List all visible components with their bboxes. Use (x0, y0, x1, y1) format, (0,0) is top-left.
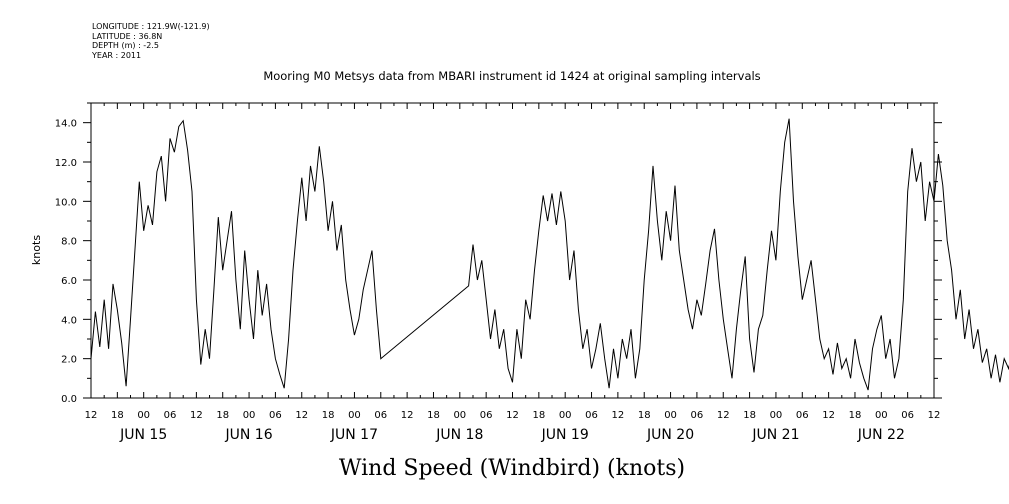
x-date-label: JUN 17 (330, 427, 378, 443)
x-hour-label: 18 (427, 410, 440, 421)
y-tick-label: 12.0 (55, 158, 77, 169)
x-hour-label: 18 (322, 410, 335, 421)
x-hour-label: 00 (348, 410, 361, 421)
chart-title: Mooring M0 Metsys data from MBARI instru… (263, 69, 760, 83)
depth-text: DEPTH (m) : -2.5 (92, 41, 159, 50)
x-hour-label: 06 (691, 410, 704, 421)
y-tick-label: 10.0 (55, 197, 77, 208)
x-hour-label: 18 (216, 410, 229, 421)
x-hour-label: 18 (849, 410, 862, 421)
x-date-label: JUN 15 (119, 427, 167, 443)
x-date-label: JUN 18 (435, 427, 483, 443)
x-hour-label: 00 (243, 410, 256, 421)
y-tick-labels: 0.0 2.0 4.0 6.0 8.0 10.0 12.0 14.0 (55, 119, 77, 405)
x-hour-label: 00 (137, 410, 150, 421)
x-hour-label: 12 (190, 410, 203, 421)
y-axis-label: knots (30, 235, 43, 265)
latitude-text: LATITUDE : 36.8N (92, 31, 163, 41)
x-hour-label: 06 (585, 410, 598, 421)
x-hour-label: 12 (612, 410, 625, 421)
x-hour-label: 06 (164, 410, 177, 421)
x-hour-label: 18 (532, 410, 545, 421)
x-date-label: JUN 21 (751, 427, 799, 443)
x-hour-label: 12 (928, 410, 941, 421)
y-tick-label: 6.0 (61, 276, 77, 287)
x-hour-label: 06 (796, 410, 809, 421)
plot-frame (90, 102, 935, 399)
x-hour-label: 00 (559, 410, 572, 421)
x-axis-label: Wind Speed (Windbird) (knots) (339, 456, 685, 481)
wind-speed-series-line (90, 118, 1009, 391)
year-text: YEAR : 2011 (92, 50, 142, 60)
x-hour-label: 00 (664, 410, 677, 421)
x-hour-label: 00 (875, 410, 888, 421)
x-hour-label: 18 (111, 410, 124, 421)
x-hour-label: 18 (638, 410, 651, 421)
x-hour-label: 12 (85, 410, 98, 421)
x-date-label: JUN 20 (646, 427, 694, 443)
y-tick-label: 4.0 (61, 315, 77, 326)
x-date-labels: JUN 15 JUN 16 JUN 17 JUN 18 JUN 19 JUN 20 JUN … (119, 427, 905, 443)
x-hour-label: 12 (717, 410, 730, 421)
y-tick-label: 2.0 (61, 355, 77, 366)
y-tick-label: 14.0 (55, 119, 77, 130)
x-hour-label: 12 (506, 410, 519, 421)
axis-ticks (83, 102, 942, 399)
x-hour-label: 12 (822, 410, 835, 421)
x-hour-label: 06 (269, 410, 282, 421)
x-date-label: JUN 16 (225, 427, 273, 443)
metadata-block: LONGITUDE : 121.9W(-121.9) LATITUDE : 36… (92, 22, 210, 60)
y-tick-label: 0.0 (61, 394, 77, 405)
y-tick-label: 8.0 (61, 237, 77, 248)
x-hour-label: 06 (374, 410, 387, 421)
x-hour-label: 06 (480, 410, 493, 421)
x-date-label: JUN 22 (857, 427, 905, 443)
x-hour-label: 06 (901, 410, 914, 421)
x-date-label: JUN 19 (541, 427, 589, 443)
x-hour-label: 00 (453, 410, 466, 421)
x-hour-label: 12 (401, 410, 414, 421)
x-hour-tick-labels: 12 18 00 06 12 18 00 06 12 18 00 06 12 18 00 06 12 18 00 06… (85, 410, 941, 421)
longitude-text: LONGITUDE : 121.9W(-121.9) (92, 22, 210, 31)
x-hour-label: 00 (770, 410, 783, 421)
x-hour-label: 12 (295, 410, 308, 421)
x-hour-label: 18 (743, 410, 756, 421)
